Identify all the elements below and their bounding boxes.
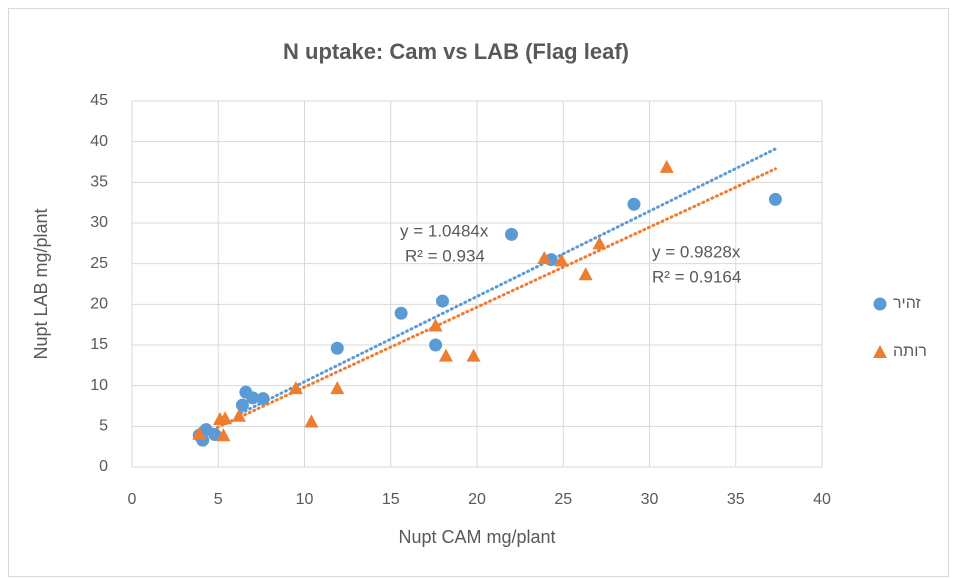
- x-tick-label: 40: [813, 491, 831, 508]
- point: [429, 338, 443, 352]
- point: [256, 392, 270, 406]
- y-tick-label: 15: [90, 336, 108, 353]
- point: [330, 381, 345, 395]
- y-axis-label: Nupt LAB mg/plant: [31, 208, 51, 359]
- point: [428, 318, 443, 332]
- point: [537, 250, 552, 264]
- x-tick-label: 0: [128, 491, 137, 508]
- point: [505, 227, 518, 241]
- point: [288, 381, 303, 395]
- trendline-r2: R² = 0.934: [405, 246, 485, 265]
- y-tick-label: 40: [90, 133, 108, 150]
- y-tick-label: 10: [90, 377, 108, 394]
- x-tick-label: 5: [214, 491, 223, 508]
- legend-marker: [873, 345, 887, 358]
- point: [554, 253, 569, 267]
- point: [330, 341, 344, 355]
- legend-marker: [873, 297, 887, 311]
- y-tick-label: 25: [90, 255, 108, 272]
- trendline: [239, 147, 777, 415]
- point: [578, 267, 593, 281]
- legend-label: רותה: [893, 343, 927, 360]
- x-tick-label: 30: [641, 491, 659, 508]
- point: [436, 294, 449, 308]
- point: [235, 398, 249, 412]
- point: [394, 306, 408, 320]
- point: [438, 348, 453, 362]
- point: [246, 391, 260, 405]
- y-tick-label: 30: [90, 214, 108, 231]
- point: [231, 408, 246, 422]
- x-tick-label: 15: [382, 491, 400, 508]
- point: [592, 236, 607, 250]
- point: [192, 426, 207, 440]
- x-tick-label: 35: [727, 491, 745, 508]
- point: [208, 427, 222, 441]
- trendline-r2: R² = 0.9164: [652, 267, 741, 286]
- y-tick-label: 20: [90, 296, 108, 313]
- legend-label: זהיר: [893, 295, 921, 312]
- x-tick-label: 10: [296, 491, 314, 508]
- x-tick-label: 25: [554, 491, 572, 508]
- point: [627, 197, 641, 211]
- chart-frame: [8, 8, 949, 577]
- y-tick-label: 35: [90, 174, 108, 191]
- point: [768, 192, 782, 206]
- y-tick-label: 0: [99, 458, 108, 475]
- x-tick-label: 20: [468, 491, 486, 508]
- y-tick-label: 45: [90, 92, 108, 109]
- trendline-equation: y = 0.9828x: [652, 242, 741, 261]
- point: [218, 411, 233, 425]
- chart-title: N uptake: Cam vs LAB (Flag leaf): [283, 39, 629, 64]
- trendline-equation: y = 1.0484x: [400, 221, 489, 240]
- point: [466, 348, 481, 362]
- y-tick-label: 5: [99, 418, 108, 435]
- point: [659, 159, 674, 173]
- point: [216, 428, 231, 442]
- point: [304, 414, 319, 428]
- x-axis-label: Nupt CAM mg/plant: [398, 527, 555, 547]
